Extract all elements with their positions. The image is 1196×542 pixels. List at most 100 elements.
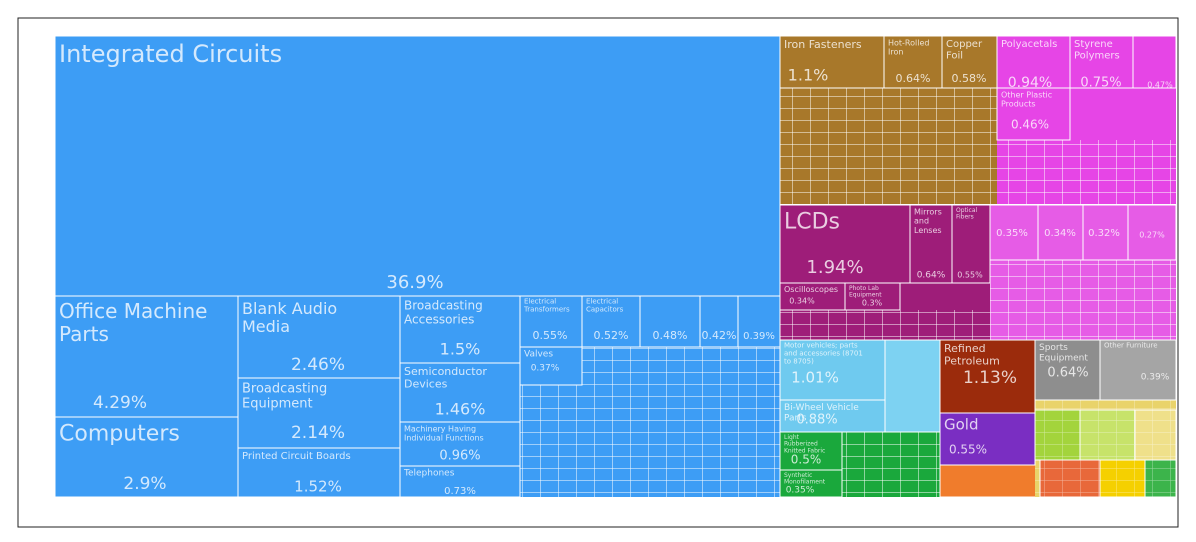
tile-label: Integrated Circuits [59, 40, 282, 68]
tile-label: Broadcasting Equipment [242, 381, 327, 411]
tile [779, 35, 885, 89]
tile-label: Bi-Wheel Vehicle Parts [784, 403, 859, 423]
tile-value: 36.9% [386, 272, 443, 293]
tile-value: 0.37% [531, 364, 560, 374]
tile-value: 0.35% [996, 228, 1028, 239]
tile-label: Other Furniture [1104, 342, 1158, 350]
tile-group: 0.32% [1082, 204, 1129, 261]
tile-label: Gold [944, 416, 979, 434]
tile-value: 0.64% [917, 271, 946, 281]
tile-group: Styrene Polymers 0.75% [1069, 35, 1134, 91]
tile-value: 0.39% [1141, 373, 1170, 383]
tile [989, 204, 1039, 261]
tile [844, 282, 901, 311]
tile [1082, 204, 1129, 261]
tile [399, 295, 521, 364]
tile-value: 0.55% [533, 329, 568, 342]
tile [779, 399, 886, 433]
tile-group: Mirrors and Lenses 0.64% [909, 204, 953, 284]
tile [996, 35, 1071, 89]
tile [939, 412, 1036, 466]
tile-value: 2.14% [291, 423, 345, 443]
tile-group: Printed Circuit Boards 1.52% [237, 447, 401, 498]
tile-value: 0.34% [789, 297, 815, 306]
tile-label: Iron Fasteners [784, 38, 862, 51]
tile-group: 0.35% [989, 204, 1039, 261]
tile-label: Oscilloscopes [784, 285, 838, 294]
tile [399, 465, 521, 498]
tile [883, 35, 943, 89]
tile-value: 1.94% [806, 257, 863, 278]
tile [779, 469, 843, 498]
tile [1034, 339, 1101, 401]
tile-value: 1.1% [788, 66, 829, 85]
tile [737, 295, 781, 348]
tile-group: Gold 0.55% [939, 412, 1036, 466]
tile-group: Valves 0.37% [519, 346, 583, 386]
tile-label: Valves [524, 350, 553, 360]
tile-value: 4.29% [93, 393, 147, 413]
tile [1037, 204, 1084, 261]
tile-group: Polyacetals 0.94% [996, 35, 1071, 91]
tile-label: Copper Foil [946, 39, 983, 62]
tile [1099, 339, 1177, 401]
tile-value: 0.64% [896, 72, 931, 85]
tile-label: Mirrors and Lenses [914, 207, 942, 234]
tile [941, 35, 998, 89]
tile [779, 339, 886, 401]
tile-value: 0.96% [439, 449, 480, 464]
tile-label: Electrical Capacitors [586, 298, 624, 314]
frame [17, 17, 1179, 528]
tile [779, 431, 843, 471]
tile-label: Electrical Transformers [523, 298, 570, 314]
tile-group: Optical Fibers 0.55% [951, 204, 991, 284]
tile-value: 1.5% [440, 340, 481, 359]
tile [1127, 204, 1177, 261]
tile [399, 362, 521, 423]
tile [54, 416, 239, 498]
tile-group: Electrical Transformers 0.55% [519, 295, 583, 348]
tile-group: Machinery Having Individual Functions 0.96… [399, 421, 521, 467]
tile-value: 1.46% [435, 400, 486, 419]
tile-group: Oscilloscopes 0.34% [779, 282, 846, 311]
tile-group: Sports Equipment 0.64% [1034, 339, 1101, 401]
tile-value: 1.01% [791, 369, 839, 387]
tile-value: 0.39% [743, 331, 775, 342]
tile-value: 0.34% [1044, 228, 1076, 239]
tile [399, 421, 521, 467]
tile [237, 447, 401, 498]
tile-group: 0.34% [1037, 204, 1084, 261]
tiles: Integrated Circuits 36.9% Office Machine Pa… [54, 35, 1177, 498]
tile-label: Blank Audio Media [242, 298, 337, 335]
tile-value: 0.64% [1047, 366, 1088, 381]
tile-value: 1.52% [294, 478, 342, 496]
tile-value: 0.75% [1080, 76, 1121, 91]
tile-value: 2.9% [123, 474, 166, 494]
tile-label: LCDs [784, 210, 840, 235]
tile-value: 0.58% [952, 72, 987, 85]
tile-label: Broadcasting Accessories [404, 298, 483, 326]
tile-label: Hot-Rolled Iron [888, 38, 929, 56]
tile-value: 0.35% [786, 486, 815, 496]
tile-value: 0.32% [1088, 228, 1120, 239]
tile-group: Copper Foil 0.58% [941, 35, 998, 89]
tile-value: 0.88% [796, 413, 837, 428]
tile-group: Motor vehicles; parts and accessories (87… [779, 339, 886, 401]
tile-label: Sports Equipment [1039, 343, 1088, 363]
tile [237, 295, 401, 379]
tile-label: Telephones [403, 469, 455, 479]
tile-group: Electrical Capacitors 0.52% [581, 295, 641, 348]
tile-group: 0.27% [1127, 204, 1177, 261]
tile-label: Synthetic Monofilament [784, 471, 826, 485]
tile-group: Hot-Rolled Iron 0.64% [883, 35, 943, 89]
tile-value: 1.13% [963, 368, 1017, 388]
tile-group: Broadcasting Equipment 2.14% [237, 377, 401, 449]
tile-label: Computers [59, 422, 180, 447]
tile [519, 346, 583, 386]
tile-label: Office Machine Parts [59, 299, 207, 346]
